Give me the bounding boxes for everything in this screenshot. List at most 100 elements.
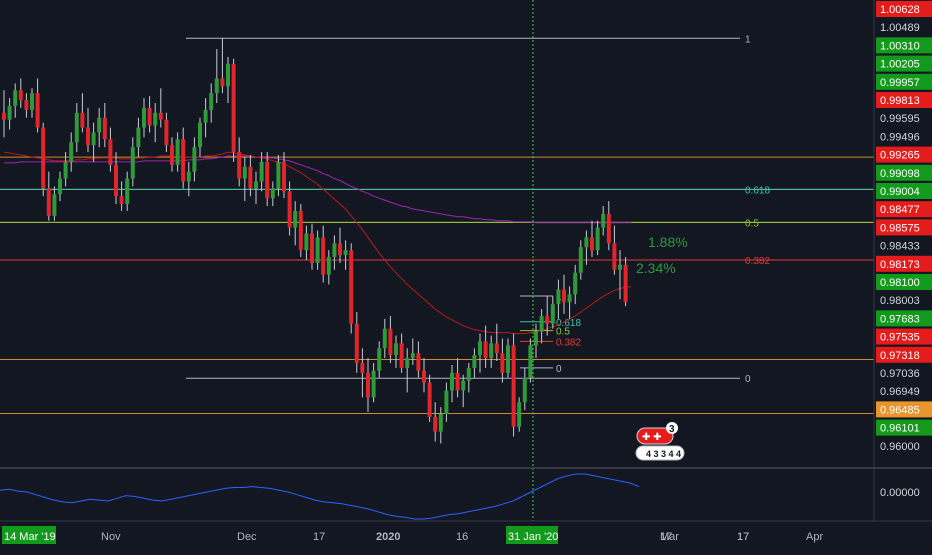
candle-body xyxy=(237,152,242,179)
candle xyxy=(455,358,460,398)
candle-body xyxy=(198,122,202,148)
candle-body xyxy=(405,358,410,368)
candle xyxy=(153,103,158,143)
event-badge-flags xyxy=(636,427,674,445)
candle xyxy=(528,338,533,383)
candle xyxy=(584,230,589,265)
candle-body xyxy=(360,362,365,373)
candle xyxy=(114,152,118,205)
event-badge[interactable]: ✚ ✚ 3 4 3 3 4 4 xyxy=(635,422,685,461)
candle-body xyxy=(528,345,533,378)
price-label-bg xyxy=(876,237,932,254)
price-label-text: 1.00310 xyxy=(880,40,920,52)
price-label: 0.96485 xyxy=(876,401,932,418)
candle xyxy=(209,83,214,123)
candle xyxy=(556,279,561,319)
price-label: 0.99004 xyxy=(876,183,932,199)
candle-body xyxy=(265,161,270,199)
candle xyxy=(304,225,309,260)
candle-body xyxy=(427,382,432,417)
time-tick-label: Dec xyxy=(237,531,257,543)
candle-body xyxy=(539,315,544,332)
price-label: 1.00489 xyxy=(876,19,932,36)
price-label-bg xyxy=(876,292,932,309)
candle xyxy=(606,201,611,251)
candle xyxy=(438,407,443,444)
candle-body xyxy=(478,341,482,356)
candle-body xyxy=(142,107,146,128)
candle xyxy=(293,201,298,246)
candle xyxy=(86,107,90,153)
fib-level-label-0.618: 0.618 xyxy=(745,185,770,196)
candle-body xyxy=(601,213,606,228)
candle-body xyxy=(86,127,90,146)
candle-body xyxy=(248,166,253,189)
candle-body xyxy=(618,264,622,270)
event-badge-values-bg xyxy=(635,445,685,461)
price-label-bg xyxy=(876,183,932,199)
candle-body xyxy=(41,127,46,189)
candle-body xyxy=(58,178,62,195)
candle-body xyxy=(136,127,141,148)
candle xyxy=(259,152,264,192)
candle xyxy=(545,296,550,336)
candle-body xyxy=(321,237,326,275)
candle xyxy=(612,225,617,275)
price-label-bg xyxy=(876,419,932,436)
candle xyxy=(405,348,410,393)
candle-body xyxy=(24,100,29,110)
candle xyxy=(231,58,236,162)
price-scale[interactable]: 1.00628 1.00489 1.00310 1.00205 0.99957 0.998… xyxy=(876,1,932,454)
candle-body xyxy=(366,372,370,398)
candle-body xyxy=(382,328,387,349)
price-label-bg xyxy=(876,128,932,145)
candle-body xyxy=(181,139,186,182)
time-scale[interactable]: 14 Mar '19 Nov Dec 17 2020 16 31 Jan '20 17 17 Ap… xyxy=(2,526,823,544)
candle-body xyxy=(214,78,219,94)
candle-body xyxy=(91,132,96,146)
candle xyxy=(102,103,107,148)
price-label-bg xyxy=(876,146,932,163)
candle xyxy=(74,103,79,153)
candle-body xyxy=(489,343,494,359)
candle-body xyxy=(338,243,342,256)
candle xyxy=(7,98,12,130)
candle xyxy=(175,132,180,172)
price-label-text: 0.99496 xyxy=(880,131,920,143)
candle xyxy=(276,155,281,197)
price-label-text: 0.98100 xyxy=(880,277,920,289)
candle xyxy=(63,152,68,187)
candle xyxy=(550,296,555,329)
candle-body xyxy=(399,343,404,368)
candle xyxy=(91,122,96,162)
candle xyxy=(506,338,510,378)
candle xyxy=(52,186,57,221)
candle xyxy=(203,98,208,138)
time-tick-label: Mar xyxy=(660,531,679,543)
candle xyxy=(326,250,331,285)
price-label: 0.96949 xyxy=(876,383,932,400)
candle-body xyxy=(354,323,359,363)
candle-body xyxy=(13,90,18,106)
candle-body xyxy=(46,188,51,216)
candle xyxy=(298,204,303,258)
candle xyxy=(142,98,146,138)
candles[interactable] xyxy=(2,38,628,444)
price-label-text: 0.97683 xyxy=(880,313,920,325)
candle-body xyxy=(349,250,354,324)
candle-body xyxy=(108,139,113,165)
candle-body xyxy=(450,372,454,391)
candle xyxy=(534,323,538,359)
candle-body xyxy=(30,93,34,110)
candle xyxy=(35,78,40,133)
candle-body xyxy=(220,78,225,87)
annotation-1-88: 1.88% xyxy=(648,234,688,250)
time-tick: 17 xyxy=(313,531,325,543)
candle xyxy=(108,127,113,172)
candle xyxy=(2,90,6,138)
candle-body xyxy=(394,343,398,356)
candle xyxy=(416,341,421,378)
price-label: 0.97535 xyxy=(876,328,932,345)
